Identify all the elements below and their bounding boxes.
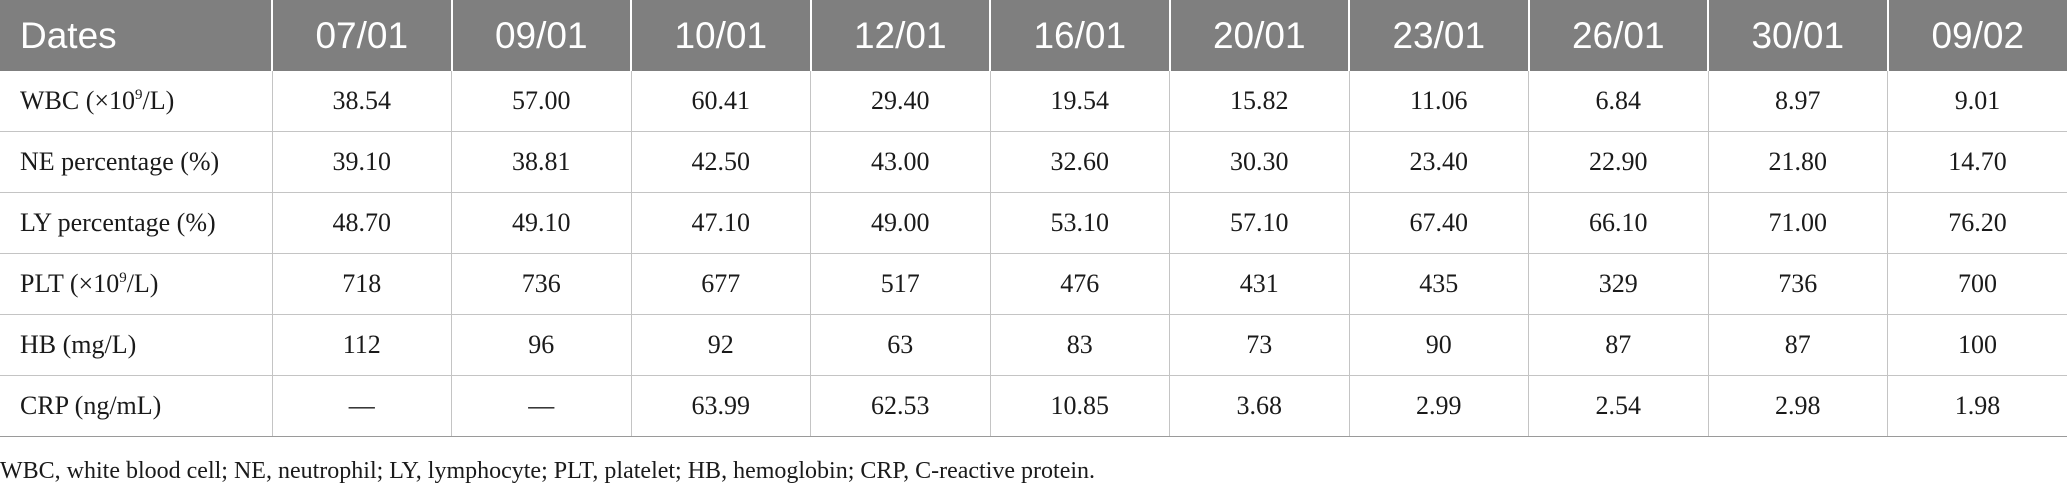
table-cell: 47.10 — [630, 192, 811, 254]
table-cell: 57.10 — [1169, 192, 1349, 254]
table-row: PLT (×109/L) 718 736 677 517 476 431 435 329 736 7… — [0, 253, 2067, 315]
header-date: 07/01 — [271, 0, 452, 71]
table-cell: 90 — [1348, 314, 1529, 376]
header-date: 12/01 — [809, 0, 990, 71]
table-footnote: WBC, white blood cell; NE, neutrophil; L… — [0, 458, 1096, 484]
header-date: 23/01 — [1348, 0, 1529, 71]
table-cell: 67.40 — [1348, 192, 1529, 254]
table-row: NE percentage (%) 39.10 38.81 42.50 43.00 32.… — [0, 131, 2067, 193]
header-date: 16/01 — [989, 0, 1170, 71]
table-body: WBC (×109/L) 38.54 57.00 60.41 29.40 19.54 15.… — [0, 71, 2067, 437]
row-label-unit: /L) — [142, 86, 175, 115]
table-cell: 63.99 — [630, 375, 811, 437]
table-row: CRP (ng/mL) — —63.99 62.53 10.85 3.68 2.99 2.54… — [0, 375, 2067, 437]
table-cell: 43.00 — [810, 131, 990, 193]
row-label: CRP (ng/mL) — [0, 375, 272, 437]
row-label-unit: /L) — [126, 269, 159, 298]
lab-results-table: Dates 07/01 09/01 10/01 12/01 16/01 20/0… — [0, 0, 2067, 437]
table-cell: 63 — [810, 314, 990, 376]
table-cell: 112 — [271, 314, 452, 376]
table-cell: — — [271, 375, 452, 437]
table-cell: 19.54 — [989, 71, 1170, 132]
row-label-text: LY percentage (%) — [20, 208, 216, 237]
table-cell: 42.50 — [630, 131, 811, 193]
lab-results-table-wrapper: Dates 07/01 09/01 10/01 12/01 16/01 20/0… — [0, 0, 2067, 437]
row-label-text: NE percentage (%) — [20, 147, 220, 176]
table-cell: 48.70 — [271, 192, 452, 254]
table-cell: 718 — [271, 253, 452, 315]
row-label-text: PLT (×10 — [20, 269, 120, 298]
table-row: HB (mg/L) 112 96 92 63 83 73 90 87 87 100 — [0, 314, 2067, 376]
table-cell: 8.97 — [1707, 71, 1888, 132]
table-cell: 92 — [630, 314, 811, 376]
header-date: 09/01 — [450, 0, 631, 71]
row-label-text: HB (mg/L) — [20, 330, 137, 359]
table-cell: 476 — [989, 253, 1170, 315]
table-cell: 2.99 — [1348, 375, 1529, 437]
table-cell: 2.54 — [1528, 375, 1708, 437]
header-date: 30/01 — [1707, 0, 1888, 71]
row-label: NE percentage (%) — [0, 131, 272, 193]
table-cell: 1.98 — [1887, 375, 2067, 437]
table-cell: 10.85 — [989, 375, 1170, 437]
row-label-superscript: 9 — [135, 87, 143, 103]
table-cell: 76.20 — [1887, 192, 2067, 254]
table-cell: 329 — [1528, 253, 1708, 315]
table-cell: 100 — [1887, 314, 2067, 376]
table-cell: — — [451, 375, 631, 437]
table-cell: 677 — [630, 253, 811, 315]
table-cell: 87 — [1528, 314, 1708, 376]
header-row: Dates 07/01 09/01 10/01 12/01 16/01 20/0… — [0, 0, 2067, 71]
row-label-text: WBC (×10 — [20, 86, 136, 115]
table-cell: 6.84 — [1528, 71, 1708, 132]
header-dates: Dates — [0, 0, 272, 71]
header-date: 20/01 — [1168, 0, 1349, 71]
table-cell: 62.53 — [810, 375, 990, 437]
table-cell: 32.60 — [989, 131, 1170, 193]
table-cell: 53.10 — [989, 192, 1170, 254]
header-date: 10/01 — [630, 0, 811, 71]
table-cell: 21.80 — [1707, 131, 1888, 193]
table-cell: 700 — [1887, 253, 2067, 315]
table-cell: 2.98 — [1707, 375, 1888, 437]
table-cell: 736 — [1707, 253, 1888, 315]
table-cell: 23.40 — [1348, 131, 1529, 193]
table-cell: 9.01 — [1887, 71, 2067, 132]
table-cell: 57.00 — [451, 71, 631, 132]
table-cell: 517 — [810, 253, 990, 315]
table-cell: 38.81 — [451, 131, 631, 193]
table-cell: 73 — [1169, 314, 1349, 376]
table-cell: 66.10 — [1528, 192, 1708, 254]
table-cell: 83 — [989, 314, 1170, 376]
table-cell: 30.30 — [1169, 131, 1349, 193]
table-cell: 38.54 — [271, 71, 452, 132]
table-cell: 29.40 — [810, 71, 990, 132]
table-cell: 3.68 — [1169, 375, 1349, 437]
row-label: PLT (×109/L) — [0, 253, 272, 315]
row-label: HB (mg/L) — [0, 314, 272, 376]
row-label: WBC (×109/L) — [0, 71, 272, 132]
header-date: 26/01 — [1527, 0, 1708, 71]
table-cell: 15.82 — [1169, 71, 1349, 132]
table-cell: 87 — [1707, 314, 1888, 376]
header-date: 09/02 — [1886, 0, 2067, 71]
row-label-text: CRP (ng/mL) — [20, 391, 162, 420]
table-cell: 60.41 — [630, 71, 811, 132]
table-cell: 736 — [451, 253, 631, 315]
table-cell: 49.10 — [451, 192, 631, 254]
table-cell: 11.06 — [1348, 71, 1529, 132]
table-cell: 49.00 — [810, 192, 990, 254]
table-cell: 71.00 — [1707, 192, 1888, 254]
table-cell: 96 — [451, 314, 631, 376]
table-row: WBC (×109/L) 38.54 57.00 60.41 29.40 19.54 15.… — [0, 71, 2067, 132]
table-row: LY percentage (%) 48.70 49.10 47.10 49.00 53.… — [0, 192, 2067, 254]
table-cell: 39.10 — [271, 131, 452, 193]
table-cell: 435 — [1348, 253, 1529, 315]
table-cell: 22.90 — [1528, 131, 1708, 193]
table-cell: 14.70 — [1887, 131, 2067, 193]
table-cell: 431 — [1169, 253, 1349, 315]
row-label: LY percentage (%) — [0, 192, 272, 254]
row-label-superscript: 9 — [119, 270, 127, 286]
